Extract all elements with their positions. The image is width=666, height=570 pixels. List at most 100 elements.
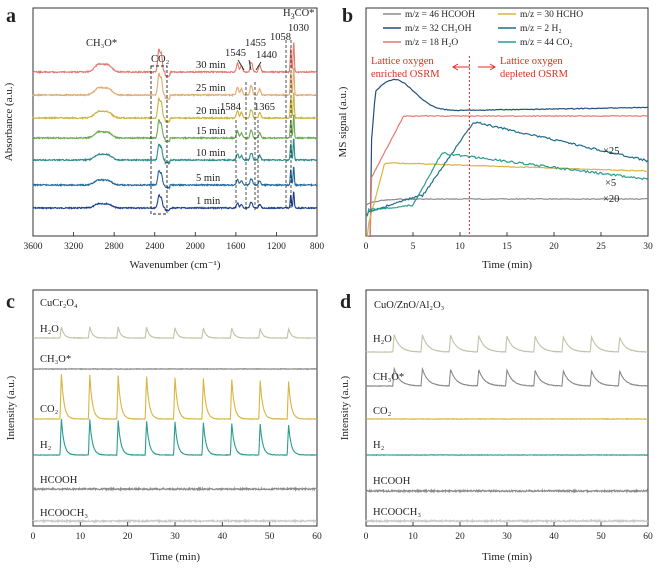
panel-a-label-1584: 1584: [220, 102, 242, 113]
panel-a-tick-label: 3200: [64, 242, 83, 252]
panel-d-ylabel: Intensity (a.u.): [339, 375, 351, 440]
panel-d-tick-label: 0: [364, 532, 369, 542]
panel-a-trace-5-min: [32, 166, 318, 190]
panel-b-legend-label: m/z = 46 HCOOH: [405, 10, 475, 20]
panel-a-trace-10-min: [32, 138, 318, 166]
panel-a-x-ticks: 3600 3200 2800 2400 2000 1600 1200 800: [24, 232, 325, 252]
panel-b-trace-2: [365, 114, 649, 237]
panel-b-region-right-2: depleted OSRM: [500, 69, 569, 80]
panel-b-arrow-right: [478, 63, 496, 71]
panel-a-h3co-prefix: H: [283, 8, 291, 19]
panel-d-traces: [365, 334, 649, 524]
panel-b-trace-1: [365, 78, 649, 237]
panel-d-tick-label: 10: [408, 532, 418, 542]
panel-a-label-1030: 1030: [288, 23, 309, 34]
panel-a-trace-25-min: [32, 67, 318, 100]
d-trace-1: [365, 366, 649, 387]
panel-c-series-labels: H₂O CH₃O* CO₂ H₂ HCOOH HCOOCH₃: [40, 324, 88, 519]
panel-a-ylabel: Absorbance (a.u.): [3, 82, 15, 161]
panel-b-legend: m/z = 46 HCOOH m/z = 32 CH₃OH m/z = 18 H₂O…: [383, 10, 583, 48]
panel-b-region-right-1: Lattice oxygen: [500, 56, 563, 67]
panel-b-region-left-1: Lattice oxygen: [371, 56, 434, 67]
panel-a-series-labels: 1 min 5 min 10 min 15 min 20 min 25 min 30 min: [196, 60, 226, 207]
panel-c-series-label: HCOOCH₃: [40, 508, 88, 519]
c-trace-5: [32, 518, 318, 524]
panel-a-traces: [32, 42, 318, 212]
panel-c-series-label: HCOOH: [40, 475, 78, 486]
panel-d-title: CuO/ZnO/Al₂O₃: [374, 300, 445, 311]
panel-a-trace-30-min: [32, 42, 318, 78]
panel-a-axes: [32, 7, 318, 237]
panel-a-series-label: 30 min: [196, 60, 226, 71]
panel-a-arrow-1440: [255, 61, 262, 71]
panel-c-tick-label: 30: [170, 532, 180, 542]
panel-c-x-ticks: 0 10 20 30 40 50 60: [31, 522, 322, 542]
panel-a-xlabel: Wavenumber (cm⁻¹): [130, 259, 221, 271]
panel-b-legend-label: m/z = 2 H₂: [520, 24, 562, 34]
panel-d-tick-label: 30: [502, 532, 512, 542]
panel-b-legend-label: m/z = 18 H₂O: [405, 38, 458, 48]
panel-a-series-label: 25 min: [196, 83, 226, 94]
d-trace-0: [365, 334, 649, 354]
panel-c-tick-label: 20: [123, 532, 133, 542]
panel-d-xlabel: Time (min): [482, 551, 532, 563]
panel-d-x-ticks: 0 10 20 30 40 50 60: [364, 522, 653, 542]
panel-c-title: CuCr₂O₄: [40, 298, 78, 309]
panel-a-series-label: 1 min: [196, 196, 221, 207]
panel-a-letter: a: [6, 5, 16, 27]
panel-c-tick-label: 40: [218, 532, 228, 542]
panel-b-trace-4: [365, 121, 649, 216]
panel-b-tick-label: 25: [596, 242, 606, 252]
panel-a-tick-label: 2000: [186, 242, 205, 252]
panel-c-series-label: CO₂: [40, 404, 59, 415]
panel-d-letter: d: [340, 291, 351, 313]
panel-a-co2-box: [150, 65, 168, 215]
panel-b-trace-0: [365, 197, 649, 206]
panel-b-mult-25: ×25: [603, 146, 619, 157]
c-trace-3: [32, 419, 318, 457]
panel-c-tick-label: 60: [312, 532, 322, 542]
panel-b-x-ticks: 0 5 10 15 20 25 30: [364, 232, 653, 252]
panel-a-label-1058: 1058: [270, 32, 291, 43]
panel-b-region-left-2: enriched OSRM: [371, 69, 440, 80]
panel-a-series-label: 15 min: [196, 126, 226, 137]
panel-b-mult-5: ×5: [605, 178, 616, 189]
panel-a-series-label: 5 min: [196, 173, 221, 184]
panel-d-series-labels: H₂O CH₃O* CO₂ H₂ HCOOH HCOOCH₃: [373, 334, 421, 518]
panel-b-legend-label: m/z = 32 CH₃OH: [405, 24, 472, 34]
d-trace-5: [365, 518, 649, 524]
panel-a-h3co-label: H3CO*: [283, 8, 314, 21]
panel-b-tick-label: 15: [502, 242, 512, 252]
d-trace-4: [365, 488, 649, 494]
panel-d-series-label: H₂O: [373, 334, 392, 345]
panel-b-legend-label: m/z = 44 CO₂: [520, 38, 573, 48]
panel-d-tick-label: 20: [455, 532, 465, 542]
c-trace-4: [32, 486, 318, 492]
panel-b-tick-label: 10: [455, 242, 465, 252]
panel-c-series-label: H₂O: [40, 324, 59, 335]
panel-a-label-1545: 1545: [225, 48, 246, 59]
panel-c-xlabel: Time (min): [150, 551, 200, 563]
c-trace-2: [32, 374, 318, 421]
panel-d-series-label: HCOOH: [373, 476, 411, 487]
panel-a-label-1365: 1365: [254, 102, 275, 113]
panel-b-ylabel: MS signal (a.u.): [337, 86, 349, 157]
panel-d-series-label: HCOOCH₃: [373, 507, 421, 518]
panel-b-xlabel: Time (min): [482, 259, 532, 271]
panel-a-tick-label: 1600: [226, 242, 245, 252]
c-trace-0: [32, 326, 317, 340]
panel-b-letter: b: [342, 5, 353, 27]
panel-c-tick-label: 0: [31, 532, 36, 542]
panel-a-tick-label: 800: [310, 242, 325, 252]
panel-c-tick-label: 10: [76, 532, 86, 542]
panel-c: c CuCr₂O₄ H₂O CH₃O* CO₂ H₂ HCOOH HCOOCH₃ 0 10 2…: [5, 289, 322, 563]
panel-b-tick-label: 0: [364, 242, 369, 252]
panel-d-tick-label: 40: [549, 532, 559, 542]
panel-a: a 1 min 5 min 10 min 15 min 20 min 25 min 30 m…: [3, 5, 324, 271]
panel-a-co2-label: CO₂: [151, 54, 170, 65]
panel-b-tick-label: 5: [411, 242, 416, 252]
panel-a-tick-label: 3600: [24, 242, 43, 252]
panel-c-ylabel: Intensity (a.u.): [5, 375, 17, 440]
panel-d-series-label: H₂: [373, 440, 385, 451]
